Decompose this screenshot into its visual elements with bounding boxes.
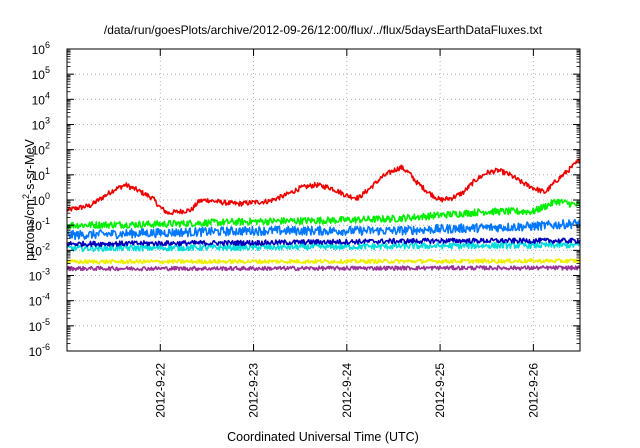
y-tick-label: 106 bbox=[32, 40, 50, 57]
x-axis-label: Coordinated Universal Time (UTC) bbox=[227, 430, 419, 444]
y-tick-label: 103 bbox=[32, 116, 50, 133]
x-tick-label: 2012-9-23 bbox=[247, 363, 261, 418]
series-line-5 bbox=[66, 237, 581, 248]
chart-title: /data/run/goesPlots/archive/2012-09-26/1… bbox=[104, 23, 543, 37]
x-tick-label: 2012-9-25 bbox=[433, 363, 447, 418]
y-axis-label: protons/cm2-s-sr-MeV bbox=[21, 138, 37, 260]
x-tick-label: 2012-9-24 bbox=[340, 363, 354, 418]
y-tick-label: 10-1 bbox=[29, 216, 50, 233]
series-line-4 bbox=[66, 241, 581, 253]
series-line-2 bbox=[66, 198, 581, 230]
x-tick-label: 2012-9-22 bbox=[153, 363, 167, 418]
series-group bbox=[66, 158, 581, 272]
y-tick-label: 104 bbox=[32, 90, 50, 107]
y-tick-label: 101 bbox=[32, 166, 50, 183]
y-axis-label-suffix: -s-sr-MeV bbox=[23, 138, 37, 194]
series-line-6 bbox=[66, 258, 581, 265]
y-tick-label: 10-5 bbox=[29, 317, 50, 334]
y-tick-label: 102 bbox=[32, 141, 50, 158]
y-axis-label-exponent: 2 bbox=[21, 194, 31, 199]
ticks: 10-6 10-5 10-4 10-3 10-2 10-1 100 101 102 103 104 1… bbox=[29, 40, 580, 418]
y-tick-label: 10-4 bbox=[29, 292, 50, 309]
x-tick-label: 2012-9-26 bbox=[526, 363, 540, 418]
y-axis-label-unit: protons/cm bbox=[23, 199, 37, 261]
y-tick-label: 105 bbox=[32, 65, 50, 82]
grid bbox=[67, 49, 580, 351]
y-tick-label: 10-2 bbox=[29, 241, 50, 258]
series-line-7 bbox=[66, 265, 581, 272]
y-tick-label: 10-3 bbox=[29, 267, 50, 284]
series-line-3 bbox=[66, 218, 581, 241]
y-axis-label-group: protons/cm2-s-sr-MeV bbox=[21, 138, 37, 260]
y-tick-label: 10-6 bbox=[29, 342, 50, 359]
y-tick-label: 100 bbox=[32, 191, 50, 208]
series-line-1 bbox=[66, 158, 581, 216]
